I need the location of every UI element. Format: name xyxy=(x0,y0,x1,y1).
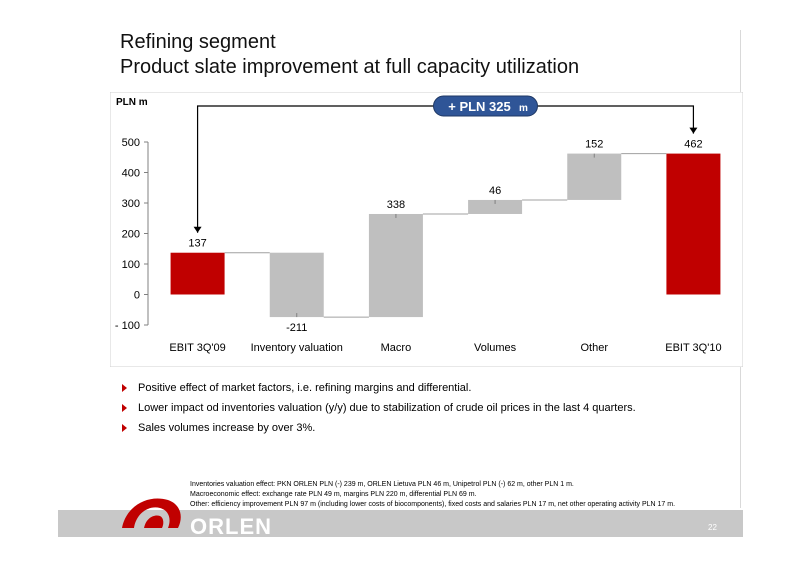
bullet-item: Sales volumes increase by over 3%. xyxy=(120,418,636,438)
value-label-1: -211 xyxy=(286,322,307,334)
category-label-3: Volumes xyxy=(474,342,517,354)
chart-frame xyxy=(109,91,744,368)
bullet-arrow-icon xyxy=(122,404,127,412)
y-tick-label: 200 xyxy=(122,229,140,241)
annotation-pill xyxy=(433,95,538,117)
value-label-0: 137 xyxy=(188,238,206,250)
page-title: Refining segment Product slate improveme… xyxy=(120,30,579,80)
logo-text: ORLEN xyxy=(190,514,272,539)
title-line-1: Refining segment xyxy=(120,31,276,53)
arrow-down-icon xyxy=(689,127,698,134)
value-label-2: 338 xyxy=(387,199,405,211)
y-tick-label: 500 xyxy=(122,137,140,149)
chart-svg: PLN m - 100 0 100 200 300 400 500 137 EBIT 3Q'09 -… xyxy=(109,91,744,368)
y-tick-label: 400 xyxy=(122,168,140,180)
title-line-2: Product slate improvement at full capaci… xyxy=(120,56,580,78)
bullet-arrow-icon xyxy=(122,384,127,392)
waterfall-chart: PLN m - 100 0 100 200 300 400 500 137 EBIT 3Q'09 -… xyxy=(109,91,744,368)
bullet-list: Positive effect of market factors, i.e. … xyxy=(120,378,636,438)
bar-5 xyxy=(666,153,721,295)
y-tick-label: 0 xyxy=(134,290,140,302)
category-label-1: Inventory valuation xyxy=(251,342,343,354)
orlen-logo xyxy=(122,498,181,528)
bullet-item: Lower impact od inventories valuation (y… xyxy=(120,398,636,418)
annotation-text: + PLN 325 xyxy=(448,99,511,114)
bar-3 xyxy=(468,199,523,214)
arrow-down-icon xyxy=(193,226,202,233)
y-tick-label: 300 xyxy=(122,198,140,210)
y-tick-label: - 100 xyxy=(115,320,140,332)
category-label-5: EBIT 3Q'10 xyxy=(665,342,721,354)
bar-2 xyxy=(368,213,423,318)
footnotes: Inventories valuation effect: PKN ORLEN … xyxy=(190,480,675,510)
value-label-5: 462 xyxy=(684,139,702,151)
y-tick-label: 100 xyxy=(122,259,140,271)
value-label-3: 46 xyxy=(489,185,501,197)
bullet-arrow-icon xyxy=(122,424,127,432)
bullet-text: Positive effect of market factors, i.e. … xyxy=(138,382,472,394)
annotation-unit: m xyxy=(519,103,528,114)
y-axis-label: PLN m xyxy=(116,97,148,108)
bar-4 xyxy=(567,153,622,200)
bar-0 xyxy=(170,252,225,295)
footnote: Macroeconomic effect: exchange rate PLN … xyxy=(190,491,477,498)
category-label-4: Other xyxy=(580,342,608,354)
bullet-item: Positive effect of market factors, i.e. … xyxy=(120,378,636,398)
bullet-text: Lower impact od inventories valuation (y… xyxy=(138,402,636,414)
bullet-text: Sales volumes increase by over 3%. xyxy=(138,422,316,434)
value-label-4: 152 xyxy=(585,139,603,151)
category-label-0: EBIT 3Q'09 xyxy=(169,342,225,354)
bar-1 xyxy=(269,252,324,318)
footnote: Inventories valuation effect: PKN ORLEN … xyxy=(190,481,574,488)
footnote: Other: efficiency improvement PLN 97 m (… xyxy=(190,501,676,508)
category-label-2: Macro xyxy=(381,342,412,354)
page-number: 22 xyxy=(708,523,717,532)
